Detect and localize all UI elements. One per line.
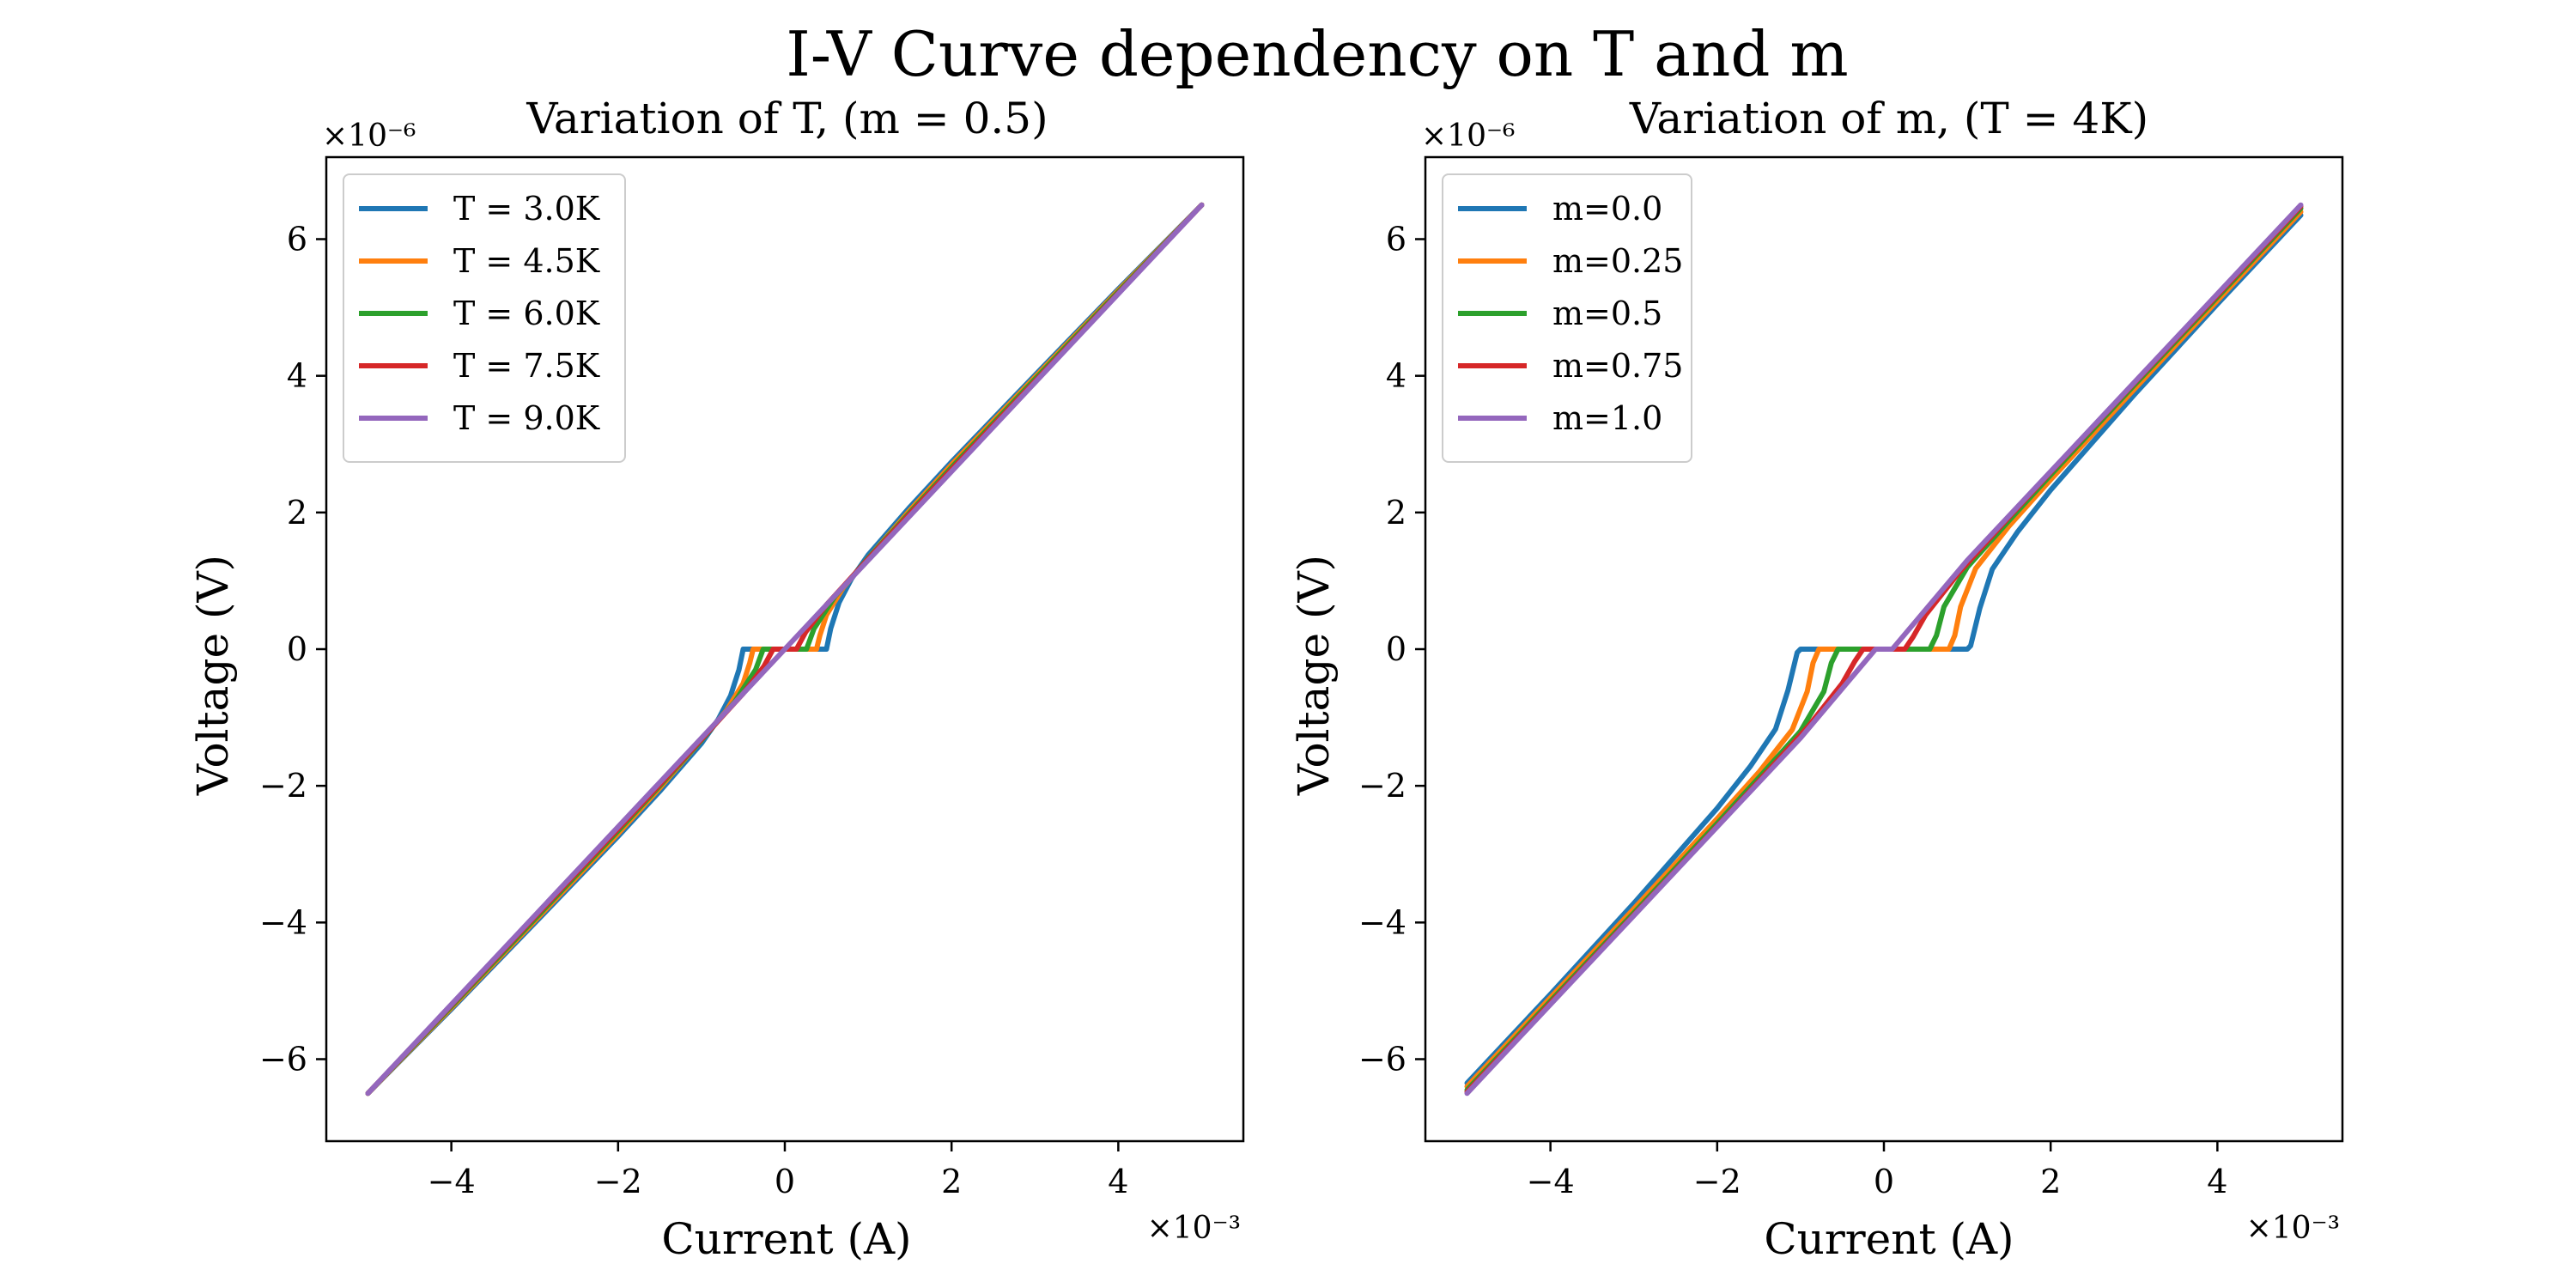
y-axis-offset-label: ×10⁻⁶ — [322, 118, 416, 154]
x-tick-label: 2 — [2040, 1163, 2061, 1200]
x-tick-label: 0 — [775, 1163, 795, 1200]
y-tick-label: −4 — [259, 903, 307, 941]
y-tick-label: −6 — [259, 1041, 307, 1078]
y-tick-label: 6 — [1386, 221, 1406, 258]
legend-entry-label-4: m=1.0 — [1552, 399, 1662, 437]
legend-entry-label-3: T = 7.5K — [453, 347, 600, 385]
y-tick-label: 2 — [1386, 494, 1406, 532]
x-axis-label: Current (A) — [1764, 1214, 2014, 1264]
chart-m-variation: Variation of m, (T = 4K) Current (A) Vol… — [1289, 94, 2344, 1264]
legend-entry-label-2: m=0.5 — [1552, 295, 1662, 332]
legend-entry-label-3: m=0.75 — [1552, 347, 1683, 385]
x-axis-offset-label: ×10⁻³ — [1147, 1211, 1241, 1246]
legend-entry-label-0: T = 3.0K — [453, 190, 600, 228]
y-tick-label: −2 — [1358, 767, 1406, 805]
chart-temperature-variation: Variation of T, (m = 0.5) Current (A) Vo… — [188, 94, 1245, 1264]
x-tick-label: 0 — [1874, 1163, 1894, 1200]
y-tick-label: −2 — [259, 767, 307, 805]
x-axis-offset-label: ×10⁻³ — [2246, 1211, 2340, 1246]
x-tick-label: −4 — [428, 1163, 476, 1200]
legend-entry-label-1: m=0.25 — [1552, 242, 1683, 280]
y-tick-label: 4 — [1386, 357, 1406, 395]
y-tick-label: −6 — [1358, 1041, 1406, 1078]
y-axis-label: Voltage (V) — [1289, 555, 1339, 796]
x-tick-label: 4 — [1108, 1163, 1128, 1200]
legend-frame — [1442, 173, 1692, 463]
legend-entry-label-1: T = 4.5K — [453, 242, 600, 280]
chart-title: Variation of T, (m = 0.5) — [526, 94, 1048, 143]
x-tick-label: −4 — [1527, 1163, 1575, 1200]
x-tick-label: 2 — [941, 1163, 962, 1200]
series-line-4 — [1464, 202, 2304, 1097]
y-tick-label: 6 — [287, 221, 307, 258]
figure-suptitle: I-V Curve dependency on T and m — [786, 18, 1848, 90]
series-lines — [1464, 202, 2304, 1097]
x-axis-label: Current (A) — [661, 1214, 911, 1264]
legend: m=0.0 m=0.25 m=0.5 m=0.75 m=1.0 — [1442, 173, 1692, 463]
legend-entry-label-0: m=0.0 — [1552, 190, 1662, 228]
y-tick-label: −4 — [1358, 903, 1406, 941]
series-lines — [365, 202, 1205, 1097]
x-tick-label: 4 — [2207, 1163, 2227, 1200]
legend: T = 3.0K T = 4.5K T = 6.0K T = 7.5K T = 9.0K — [343, 173, 626, 463]
y-tick-label: 0 — [1386, 630, 1406, 668]
y-tick-label: 2 — [287, 494, 307, 532]
y-axis-offset-label: ×10⁻⁶ — [1421, 118, 1515, 154]
y-tick-label: 0 — [287, 630, 307, 668]
legend-entry-label-4: T = 9.0K — [453, 399, 600, 437]
x-tick-label: −2 — [1693, 1163, 1741, 1200]
series-line-4 — [365, 202, 1205, 1097]
y-tick-label: 4 — [287, 357, 307, 395]
legend-entry-label-2: T = 6.0K — [453, 295, 600, 332]
x-tick-label: −2 — [594, 1163, 642, 1200]
y-axis-label: Voltage (V) — [188, 555, 238, 796]
chart-title: Variation of m, (T = 4K) — [1629, 94, 2148, 143]
legend-frame — [343, 173, 626, 463]
